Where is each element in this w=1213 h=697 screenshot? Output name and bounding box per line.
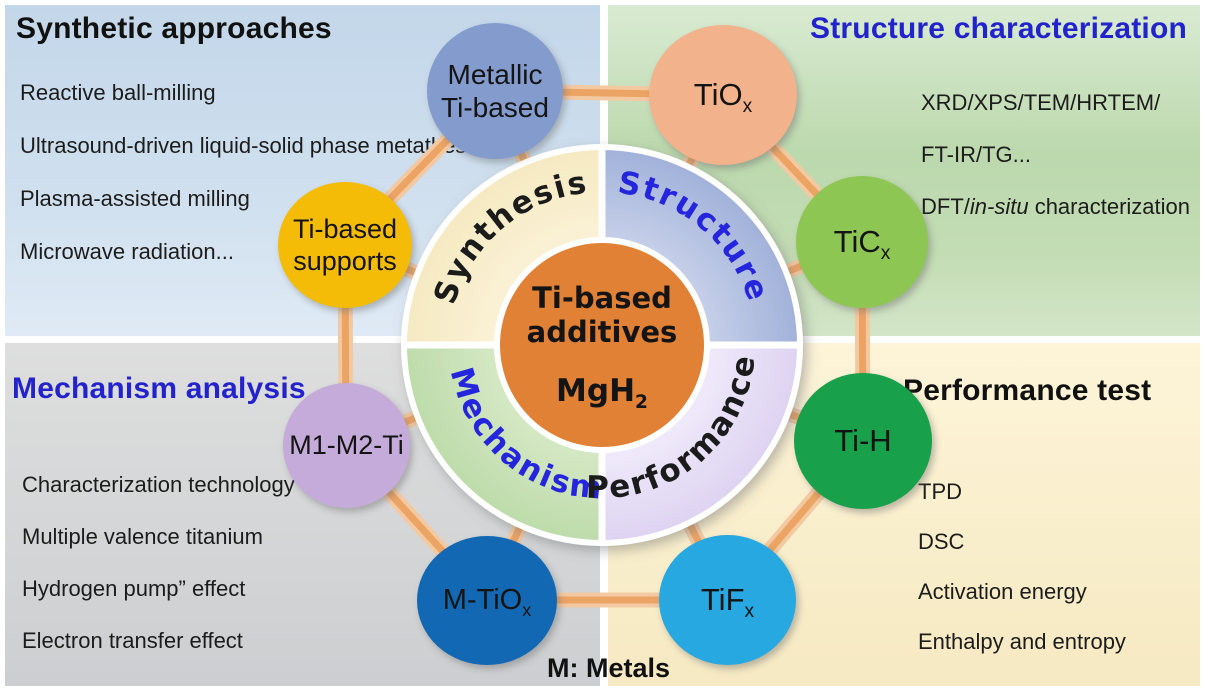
list-item: Electron transfer effect bbox=[22, 628, 243, 653]
synthetic-approaches-list: Reactive ball-milling Ultrasound-driven … bbox=[20, 80, 482, 292]
node-tifx: TiFx bbox=[659, 535, 796, 665]
node-m-tiox: M-TiOx bbox=[417, 536, 557, 665]
list-item: Hydrogen pump” effect bbox=[22, 576, 246, 601]
node-label: TiOx bbox=[693, 77, 753, 118]
node-label: TiFx bbox=[700, 582, 755, 623]
node-label: Metallic bbox=[447, 59, 543, 90]
note-metals: M: Metals bbox=[547, 653, 671, 683]
list-item: Characterization technology bbox=[22, 472, 295, 497]
node-label: Ti-based bbox=[292, 214, 398, 244]
list-item: Enthalpy and entropy bbox=[918, 629, 1126, 654]
node-ticx: TiCx bbox=[796, 176, 928, 308]
node-label: Ti-based bbox=[441, 92, 549, 123]
list-item: Microwave radiation... bbox=[20, 239, 234, 264]
list-item: Ultrasound-driven liquid-solid phase met… bbox=[20, 133, 483, 158]
title-synthetic-approaches: Synthetic approaches bbox=[16, 12, 332, 45]
node-ti-based-supports: Ti-based supports bbox=[278, 182, 412, 308]
list-item: TPD bbox=[918, 479, 962, 504]
mechanism-analysis-list: Characterization technology Multiple val… bbox=[22, 472, 295, 680]
node-label: Ti-H bbox=[834, 423, 892, 458]
list-item: Reactive ball-milling bbox=[20, 80, 216, 105]
performance-test-list: TPD DSC Activation energy Enthalpy and e… bbox=[918, 479, 1126, 679]
node-label: M1-M2-Ti bbox=[289, 430, 404, 460]
node-ti-h: Ti-H bbox=[794, 373, 932, 509]
center-circle bbox=[500, 243, 704, 447]
center-title: Ti-based additives bbox=[526, 281, 678, 349]
central-ring bbox=[401, 144, 803, 546]
node-m1-m2-ti: M1-M2-Ti bbox=[283, 383, 410, 508]
list-item: DFT/in-situ characterization bbox=[921, 194, 1190, 219]
node-label: TiCx bbox=[833, 224, 891, 265]
list-item: Activation energy bbox=[918, 579, 1087, 604]
list-item: DSC bbox=[918, 529, 965, 554]
center-label: Ti-based additives MgH2 bbox=[502, 253, 702, 437]
node-metallic-ti-based: Metallic Ti-based bbox=[427, 23, 563, 159]
center-formula: MgH2 bbox=[556, 373, 648, 413]
structure-characterization-list: XRD/XPS/TEM/HRTEM/ FT-IR/TG... DFT/in-si… bbox=[921, 90, 1190, 246]
list-item: XRD/XPS/TEM/HRTEM/ bbox=[921, 90, 1161, 115]
node-label: supports bbox=[293, 246, 397, 276]
list-item: FT-IR/TG... bbox=[921, 142, 1031, 167]
list-item: Plasma-assisted milling bbox=[20, 186, 250, 211]
node-label: M-TiOx bbox=[442, 584, 532, 620]
node-tiox: TiOx bbox=[649, 25, 797, 165]
list-item: Multiple valence titanium bbox=[22, 524, 263, 549]
title-mechanism-analysis: Mechanism analysis bbox=[12, 372, 306, 405]
title-structure-characterization: Structure characterization bbox=[810, 12, 1187, 45]
title-performance-test: Performance test bbox=[903, 374, 1152, 407]
